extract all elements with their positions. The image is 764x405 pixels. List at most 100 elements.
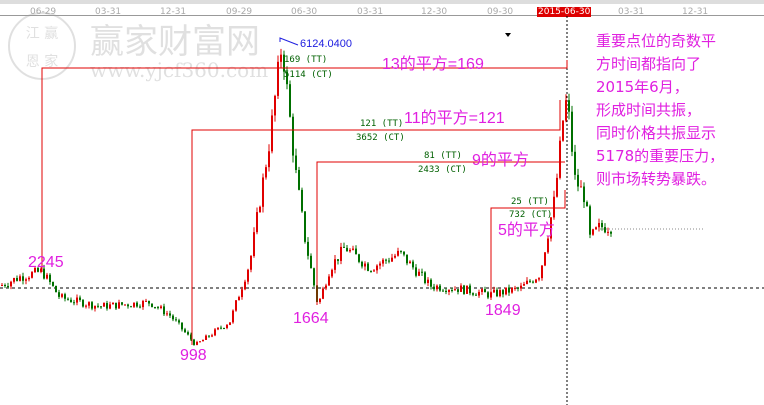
candle-body: [250, 256, 252, 270]
candle-body: [580, 186, 582, 188]
candle-body: [175, 319, 177, 321]
x-tick: 03-31: [618, 7, 645, 17]
point-label-1849: 1849: [485, 302, 521, 319]
candle-body: [217, 327, 219, 330]
candle-body: [592, 229, 594, 235]
candle-body: [235, 300, 237, 311]
candle-body: [208, 335, 210, 337]
point-label-2245: 2245: [28, 254, 64, 271]
candle-body: [226, 324, 228, 329]
candle-body: [586, 202, 588, 207]
candle-body: [373, 270, 375, 272]
candle-body: [52, 281, 54, 286]
candle-body: [415, 267, 417, 276]
candle-body: [79, 297, 81, 301]
note-line: 5178的重要压力，: [596, 147, 725, 165]
candle-body: [109, 304, 111, 309]
point-label-998: 998: [180, 347, 207, 364]
candle-body: [97, 305, 99, 307]
candle-body: [199, 341, 201, 343]
candle-body: [529, 280, 531, 282]
candle-body: [427, 279, 429, 284]
candle-body: [463, 285, 465, 294]
candle-body: [481, 289, 483, 292]
candle-body: [253, 232, 255, 257]
candle-body: [241, 289, 243, 298]
level-13-title: 13的平方=169: [382, 56, 484, 73]
candle-body: [256, 212, 258, 233]
note-line: 方时间都指向了: [596, 55, 702, 73]
candle-body: [391, 257, 393, 262]
candle-body: [409, 261, 411, 264]
candle-body: [103, 303, 105, 307]
candle-body: [202, 339, 204, 342]
candle-body: [346, 247, 348, 252]
candle-body: [187, 332, 189, 335]
level-11-title: 11的平方=121: [404, 110, 505, 127]
candle-body: [394, 255, 396, 258]
candle-body: [319, 298, 321, 303]
level-13-tt: 169 (TT): [284, 55, 328, 65]
marker-triangle: [505, 33, 511, 37]
candle-body: [397, 250, 399, 256]
candle-body: [280, 54, 282, 62]
candle-body: [502, 290, 504, 295]
candle-body: [604, 227, 606, 233]
candle-body: [367, 263, 369, 271]
candle-body: [19, 276, 21, 281]
candle-body: [574, 151, 576, 175]
x-tick: 12-31: [160, 7, 187, 17]
candle-body: [94, 305, 96, 309]
x-tick: 09-29: [226, 7, 253, 17]
note-line: 2015年6月，: [596, 78, 689, 96]
candle-body: [505, 287, 507, 295]
candle-body: [610, 231, 612, 234]
candle-body: [4, 284, 6, 287]
candle-body: [43, 268, 45, 279]
candle-body: [298, 169, 300, 190]
candle-body: [355, 248, 357, 255]
candle-body: [70, 299, 72, 303]
candle-body: [13, 277, 15, 282]
level-5-line: [490, 190, 566, 290]
candle-body: [31, 272, 33, 278]
candle-body: [274, 95, 276, 116]
candle-body: [121, 302, 123, 305]
candle-body: [148, 300, 150, 304]
candle-body: [334, 259, 336, 270]
candle-body: [73, 302, 75, 304]
candle-body: [16, 277, 18, 281]
candle-body: [541, 265, 543, 279]
candle-body: [379, 263, 381, 266]
note-line: 重要点位的奇数平: [596, 32, 717, 50]
candle-body: [34, 267, 36, 273]
candle-body: [388, 260, 390, 262]
candle-body: [460, 285, 462, 292]
candle-body: [595, 227, 597, 230]
candle-body: [559, 140, 561, 178]
candle-body: [406, 254, 408, 264]
candle-body: [127, 304, 129, 307]
candle-body: [40, 268, 42, 272]
candle-body: [283, 54, 285, 72]
candle-body: [571, 111, 573, 152]
candle-body: [511, 287, 513, 293]
candle-body: [451, 289, 453, 291]
candle-body: [139, 306, 141, 308]
candle-body: [361, 261, 363, 267]
candle-body: [493, 289, 495, 293]
candle-body: [259, 206, 261, 213]
candle-body: [475, 294, 477, 296]
candle-body: [100, 306, 102, 308]
candle-body: [514, 287, 516, 289]
candle-body: [424, 272, 426, 284]
note-line: 同时价格共振显示: [596, 124, 717, 142]
candle-body: [325, 285, 327, 289]
x-tick: 03-31: [357, 7, 384, 17]
x-tick: 03-31: [95, 7, 122, 17]
candle-body: [352, 248, 354, 250]
candle-body: [157, 307, 159, 309]
candle-body: [244, 281, 246, 290]
candle-body: [382, 259, 384, 264]
candle-body: [400, 250, 402, 252]
